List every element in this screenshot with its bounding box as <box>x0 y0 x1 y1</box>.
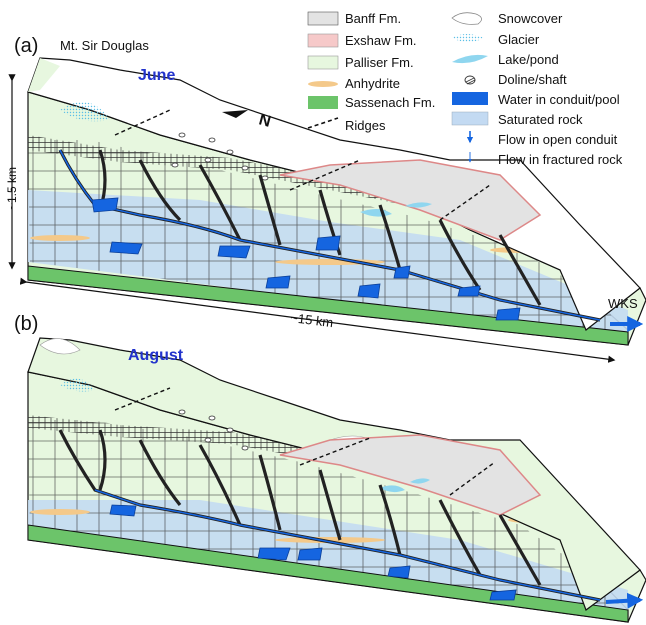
ridge-dash-icon <box>307 117 339 129</box>
doline-shaft <box>204 157 212 163</box>
legend-label: Exshaw Fm. <box>345 33 417 48</box>
legend-label: Palliser Fm. <box>345 55 414 70</box>
panel-b-banff <box>279 434 542 516</box>
doline-shaft <box>178 132 186 138</box>
water-pool <box>357 283 381 299</box>
length-scale-label: ~15 km <box>290 310 335 330</box>
panel-a-letter: (a) <box>14 35 38 57</box>
legend-label: Sassenach Fm. <box>345 95 435 110</box>
water-pool <box>393 265 411 279</box>
panel-a-ridge <box>439 184 491 221</box>
panel-b-fractures <box>28 420 628 615</box>
panel-b-season: August <box>128 347 184 364</box>
snow-patch <box>39 338 81 355</box>
panel-a-glacier <box>60 102 110 122</box>
doline-shaft <box>241 165 249 171</box>
lake-shape-icon <box>452 54 488 64</box>
sassenach-swatch <box>308 96 338 109</box>
anhydrite-lens <box>30 509 90 515</box>
doline-shaft <box>171 162 179 168</box>
anhydrite-lens <box>275 537 385 543</box>
legend-label: Anhydrite <box>345 76 400 91</box>
panel-b-top-surface <box>27 337 641 611</box>
panel-b-ridge <box>299 437 371 466</box>
panel-b-epikarst <box>28 415 520 512</box>
north-arrow-icon <box>222 110 248 118</box>
water-pool <box>109 504 137 517</box>
panel-a-epikarst <box>28 135 520 242</box>
water-pool <box>457 285 481 297</box>
water-pool <box>109 241 143 255</box>
water-pool <box>217 245 251 259</box>
doline-shaft <box>208 415 216 421</box>
snow-patch-icon <box>451 12 482 25</box>
water-pool <box>495 307 521 321</box>
doline-shaft <box>226 427 234 433</box>
anhydrite-lens-icon <box>308 81 338 87</box>
panel-b-glacier <box>60 378 95 392</box>
panel-b-ridge <box>449 461 496 496</box>
water-block-icon <box>452 92 488 105</box>
banff-swatch <box>307 11 339 26</box>
panel-b-pools <box>109 504 517 601</box>
water-pool <box>257 547 291 561</box>
water-pool <box>91 197 119 213</box>
doline-cluster <box>171 132 269 181</box>
doline-shaft <box>178 409 186 415</box>
legend-label: Snowcover <box>498 11 563 26</box>
panel-a-banff <box>279 159 542 241</box>
height-scale-label: ~1.5 km <box>5 167 19 210</box>
length-scale-arrow <box>19 277 616 363</box>
outlet-label: WKS <box>608 296 638 311</box>
anhydrite-lens <box>30 235 90 241</box>
water-pool <box>315 235 341 251</box>
legend-label: Flow in fractured rock <box>498 152 623 167</box>
north-label: N <box>257 111 273 130</box>
panel-a-ridge <box>289 159 361 191</box>
panel-b: (b) August <box>14 313 646 623</box>
doline-shaft <box>241 445 249 451</box>
water-pool <box>489 589 517 601</box>
lake <box>405 202 432 208</box>
legend-label: Lake/pond <box>498 52 559 67</box>
legend-label: Glacier <box>498 32 540 47</box>
legend-label: Banff Fm. <box>345 11 401 26</box>
legend-label: Water in conduit/pool <box>498 92 620 107</box>
exshaw-swatch <box>307 33 339 48</box>
legend-label: Ridges <box>345 118 386 133</box>
lake <box>380 485 405 493</box>
water-pool <box>265 275 291 289</box>
lake <box>410 478 430 484</box>
legend-label: Doline/shaft <box>498 72 567 87</box>
legend-label: Flow in open conduit <box>498 132 618 147</box>
water-pool <box>297 547 323 561</box>
panel-b-sassenach <box>27 524 629 623</box>
legend: Banff Fm. Exshaw Fm. Palliser Fm. Anhydr… <box>307 11 623 167</box>
panel-b-letter: (b) <box>14 313 38 335</box>
panel-a-left-slope <box>28 58 60 92</box>
panel-a-top-surface <box>27 57 641 331</box>
panel-a-season: June <box>138 67 175 84</box>
doline-shaft <box>208 137 216 143</box>
glacier-dots-icon <box>452 34 484 42</box>
doline-shaft <box>226 149 234 155</box>
doline-shaft <box>204 437 212 443</box>
outlet-flow-arrow <box>605 592 644 609</box>
panel-a-ridge <box>114 109 171 136</box>
legend-label: Saturated rock <box>498 112 583 127</box>
water-pool <box>387 565 411 579</box>
palliser-swatch <box>307 55 339 70</box>
panel-b-ridge <box>114 387 171 411</box>
panel-a-site: Mt. Sir Douglas <box>60 38 149 53</box>
saturated-block-icon <box>451 111 489 126</box>
